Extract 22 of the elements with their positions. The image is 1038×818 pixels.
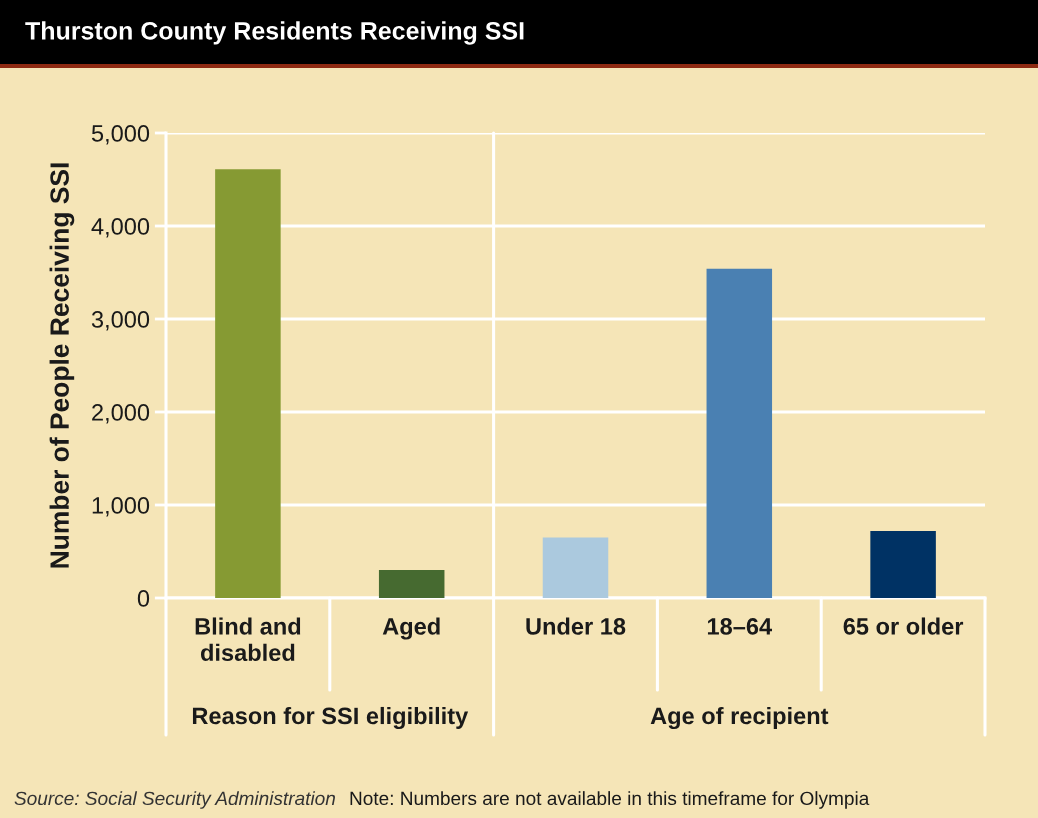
x-tick-label: Blind and disabled xyxy=(195,617,301,662)
bar xyxy=(706,268,773,598)
y-tick-label: 3,000 xyxy=(91,311,150,331)
bar xyxy=(870,531,936,598)
y-tick-label: 1,000 xyxy=(92,497,150,517)
text: Reason for SSI eligibility xyxy=(192,706,469,730)
x-tick-label: Aged xyxy=(382,617,440,640)
y-tick-label: 5,000 xyxy=(91,125,150,145)
x-tick-label: 65 or older xyxy=(843,617,964,635)
bar xyxy=(215,169,281,598)
y-tick-label: 0 xyxy=(137,590,150,607)
y-tick-label: 2,000 xyxy=(92,404,150,424)
bar xyxy=(542,537,609,598)
y-tick-label: 4,000 xyxy=(91,218,150,238)
source-note: Source: Social Security Administration xyxy=(14,791,335,809)
chart-title: Thurston County Residents Receiving SSI xyxy=(25,21,524,45)
x-tick-label: Under 18 xyxy=(526,617,626,635)
text: Note: Numbers are not available in this timeframe for Olympia xyxy=(350,791,870,809)
x-tick-label: 18–64 xyxy=(707,618,773,635)
y-axis-title: Number of People Receiving SSI xyxy=(49,163,75,568)
text: Age of recipient xyxy=(650,706,829,730)
bar xyxy=(378,570,445,598)
